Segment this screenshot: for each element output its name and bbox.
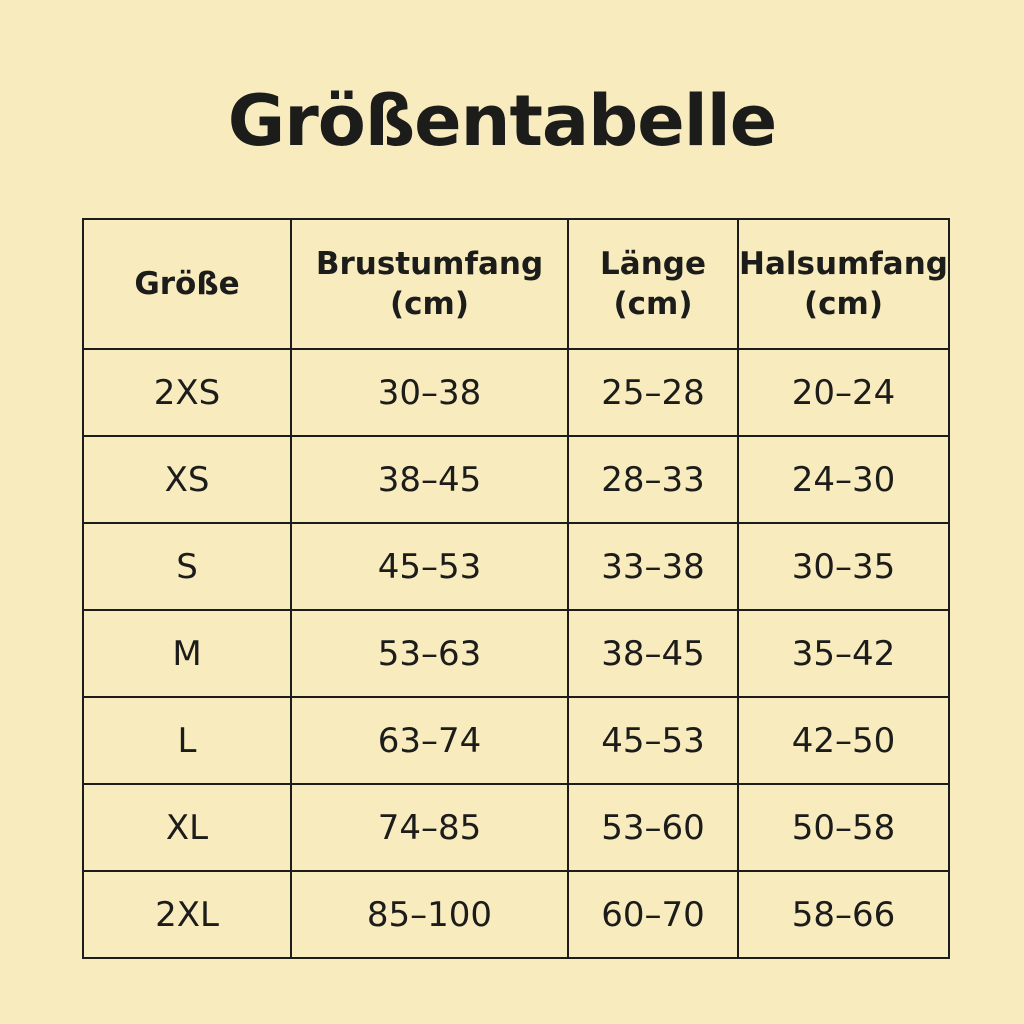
column-header-label: Länge [600,245,706,282]
size-cell: M [82,609,292,698]
column-header-unit: (cm) [803,286,883,322]
size-cell: L [82,696,292,785]
page-title: Größentabelle [227,80,777,162]
measurement-cell: 28–33 [567,435,739,524]
size-cell: 2XS [82,348,292,437]
column-header-label: Brustumfang [315,245,544,282]
header-row: Größe Brustumfang (cm) Länge (cm) Halsumfang (… [82,218,950,350]
size-cell: 2XL [82,870,292,959]
measurement-cell: 45–53 [567,696,739,785]
column-header: Brustumfang (cm) [290,218,569,350]
measurement-cell: 33–38 [567,522,739,611]
table-row: S 45–53 33–38 30–35 [82,522,950,611]
measurement-cell: 35–42 [737,609,950,698]
measurement-cell: 38–45 [290,435,569,524]
measurement-cell: 20–24 [737,348,950,437]
measurement-cell: 25–28 [567,348,739,437]
size-cell: XS [82,435,292,524]
table-row: 2XL 85–100 60–70 58–66 [82,870,950,959]
measurement-cell: 42–50 [737,696,950,785]
table-row: M 53–63 38–45 35–42 [82,609,950,698]
column-header-unit: (cm) [613,286,693,322]
size-table: Größe Brustumfang (cm) Länge (cm) Halsumfang (… [82,218,950,959]
column-header: Größe [82,218,292,350]
measurement-cell: 53–60 [567,783,739,872]
table-row: XL 74–85 53–60 50–58 [82,783,950,872]
measurement-cell: 53–63 [290,609,569,698]
measurement-cell: 30–35 [737,522,950,611]
table-row: 2XS 30–38 25–28 20–24 [82,348,950,437]
measurement-cell: 74–85 [290,783,569,872]
table-row: XS 38–45 28–33 24–30 [82,435,950,524]
measurement-cell: 63–74 [290,696,569,785]
measurement-cell: 30–38 [290,348,569,437]
measurement-cell: 58–66 [737,870,950,959]
column-header-label: Größe [134,265,240,302]
column-header: Halsumfang (cm) [737,218,950,350]
measurement-cell: 50–58 [737,783,950,872]
size-cell: S [82,522,292,611]
measurement-cell: 60–70 [567,870,739,959]
measurement-cell: 24–30 [737,435,950,524]
table-row: L 63–74 45–53 42–50 [82,696,950,785]
measurement-cell: 85–100 [290,870,569,959]
measurement-cell: 38–45 [567,609,739,698]
measurement-cell: 45–53 [290,522,569,611]
column-header: Länge (cm) [567,218,739,350]
column-header-label: Halsumfang [739,245,948,282]
size-cell: XL [82,783,292,872]
column-header-unit: (cm) [389,286,469,322]
